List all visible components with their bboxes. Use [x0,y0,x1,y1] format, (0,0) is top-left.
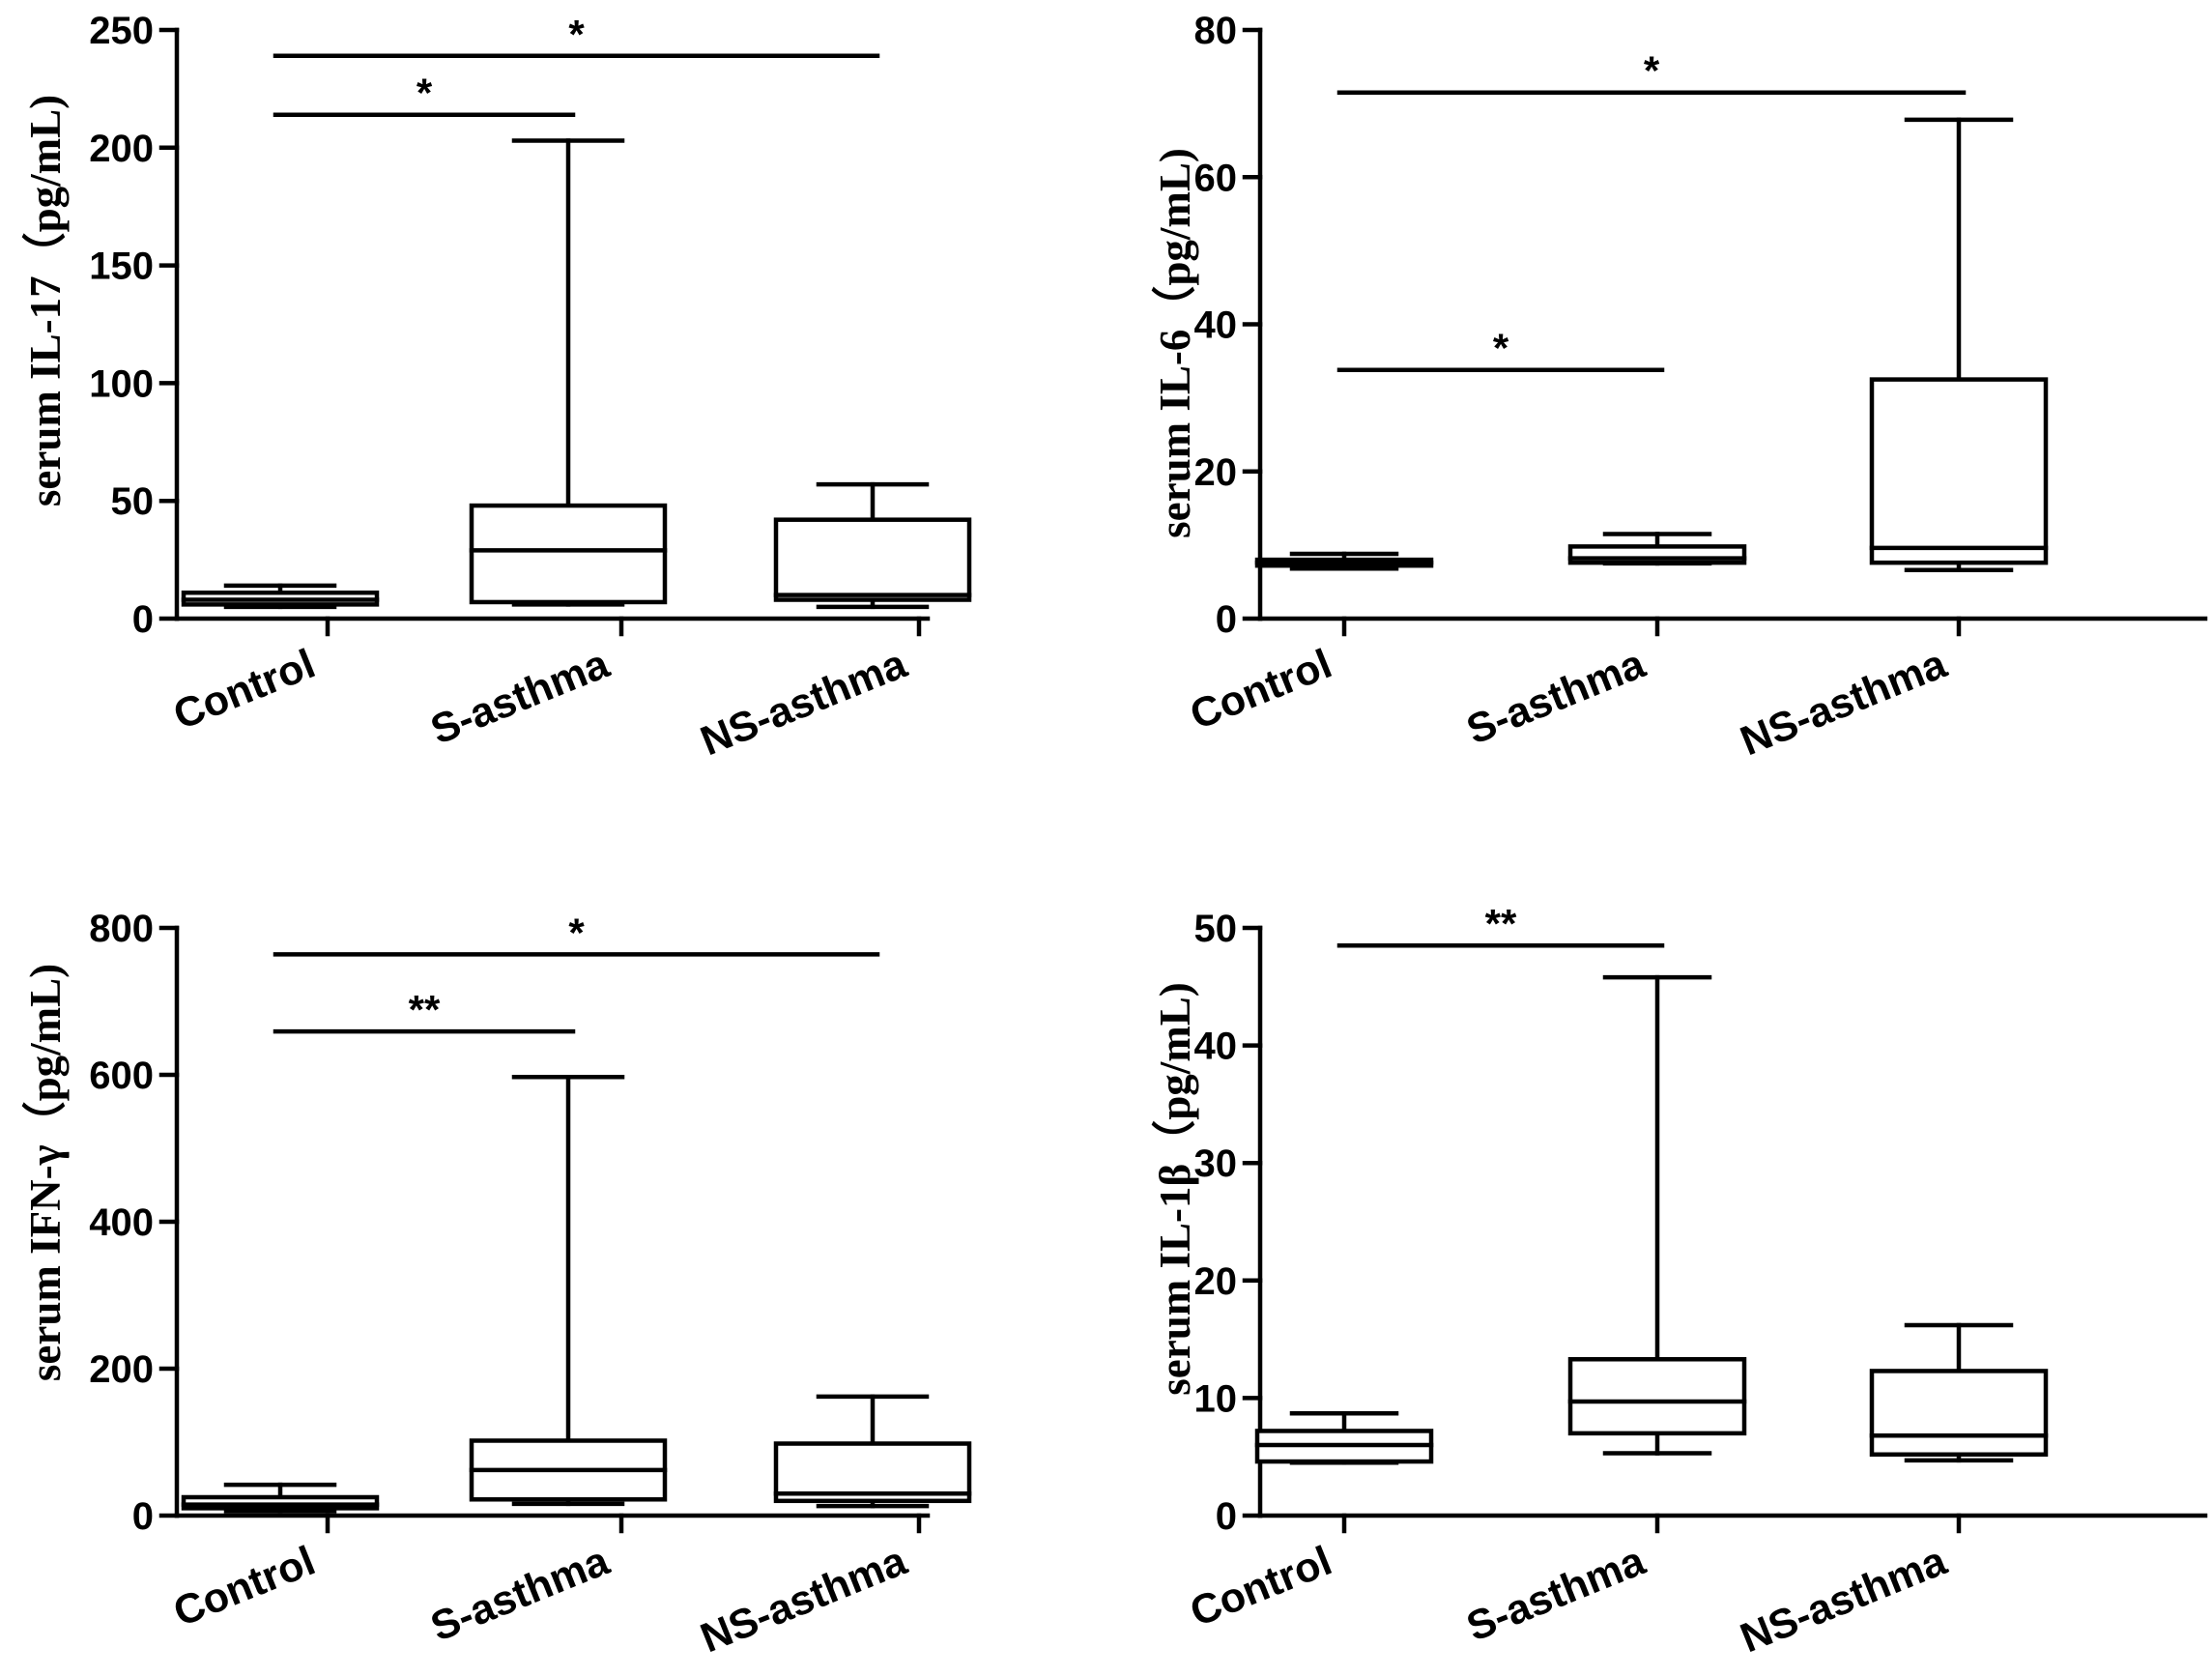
il6-boxplot: serum IL-6（pg/mL) 0 20 40 60 80 Control S-asth… [1151,10,2208,765]
x-category-label: NS-asthma [694,1537,913,1662]
y-tick-label: 200 [89,1348,154,1391]
y-tick-label: 800 [89,908,154,950]
ifn-gamma-boxplot: serum IFN-γ（pg/mL) 0 200 400 600 800 Control S… [21,908,972,1662]
y-tick-label: 400 [89,1201,154,1244]
y-axis-title: serum IL-17（pg/mL) [21,95,70,506]
y-tick-label: 250 [89,10,154,52]
x-category-label: Control [1184,641,1338,739]
box-iqr [1869,377,2049,565]
box-iqr [1869,1369,2049,1458]
y-tick-label: 50 [111,480,155,523]
significance-label: * [1644,48,1660,94]
box-iqr [773,517,972,602]
y-axis-title: serum IFN-γ（pg/mL) [21,964,70,1381]
y-tick-label: 50 [1194,908,1238,950]
y-tick-label: 200 [89,128,154,170]
x-category-label: S-asthma [424,640,616,753]
x-category-label: Control [167,641,322,739]
x-category-label: S-asthma [1460,640,1652,753]
significance-label: * [568,12,585,57]
x-category-label: S-asthma [1460,1537,1652,1650]
significance-label: ** [1485,901,1517,946]
y-tick-label: 40 [1194,1026,1238,1068]
y-axis-title: serum IL-1β（pg/mL) [1151,982,1199,1395]
significance-label: * [568,910,585,955]
y-tick-label: 0 [132,598,154,641]
y-tick-label: 100 [89,362,154,405]
y-tick-label: 20 [1194,451,1238,494]
y-tick-label: 0 [132,1495,154,1538]
y-tick-label: 30 [1194,1142,1238,1185]
y-tick-label: 10 [1194,1377,1238,1420]
il1beta-boxplot: serum IL-1β（pg/mL) 0 10 20 30 40 50 Control S-a… [1151,901,2208,1662]
box-iqr [469,503,668,605]
y-tick-label: 0 [1216,1495,1237,1538]
x-category-label: S-asthma [424,1537,616,1650]
x-category-label: NS-asthma [694,640,913,765]
y-tick-label: 80 [1194,10,1238,52]
y-tick-label: 60 [1194,157,1238,199]
box-iqr [1567,1357,1747,1436]
y-tick-label: 0 [1216,598,1237,641]
x-category-label: NS-asthma [1734,640,1953,765]
x-category-label: Control [1184,1538,1338,1636]
y-axis-title: serum IL-6（pg/mL) [1151,148,1199,538]
box-iqr [773,1441,972,1504]
significance-label: * [417,71,433,116]
x-category-label: Control [167,1538,322,1636]
significance-label: ** [409,987,441,1032]
y-tick-label: 40 [1194,304,1238,347]
y-tick-label: 20 [1194,1260,1238,1303]
y-tick-label: 600 [89,1055,154,1097]
y-tick-label: 150 [89,246,154,288]
x-category-label: NS-asthma [1734,1537,1953,1662]
il17-boxplot: serum IL-17（pg/mL) 0 50 100 150 200 250 Contro… [21,10,972,765]
significance-label: * [1493,326,1509,371]
